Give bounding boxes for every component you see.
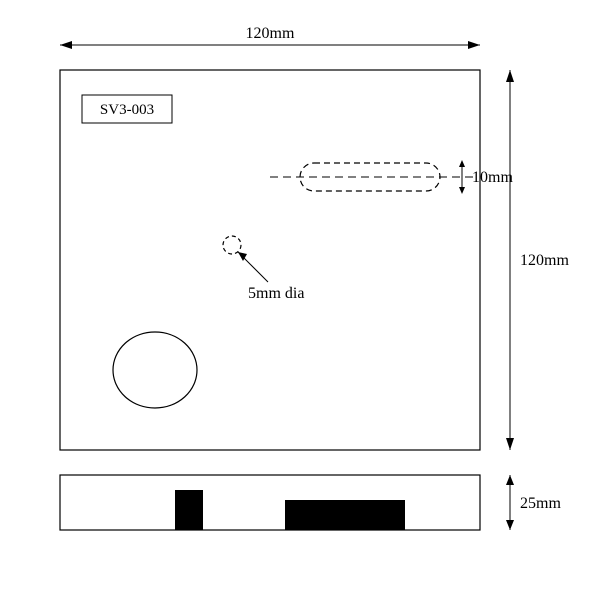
side-height-label: 25mm (520, 495, 561, 512)
width-dim-arrow-r (468, 41, 480, 49)
side-height-arrow-t (506, 475, 514, 485)
height-dim-arrow-b (506, 438, 514, 450)
height-dim-arrow-t (506, 70, 514, 82)
part-label-text: SV3-003 (100, 102, 154, 118)
width-dim-arrow-l (60, 41, 72, 49)
small-hole (223, 236, 241, 254)
top-view-outline (60, 70, 480, 450)
side-block-1 (175, 490, 203, 530)
width-dim-label: 120mm (246, 25, 295, 42)
slot-height-label: 10mm (472, 169, 513, 186)
height-dim-label: 120mm (520, 252, 569, 269)
large-circle (113, 332, 197, 408)
side-height-arrow-b (506, 520, 514, 530)
side-block-2 (285, 500, 405, 530)
small-hole-label: 5mm dia (248, 285, 304, 302)
side-view-outline (60, 475, 480, 530)
